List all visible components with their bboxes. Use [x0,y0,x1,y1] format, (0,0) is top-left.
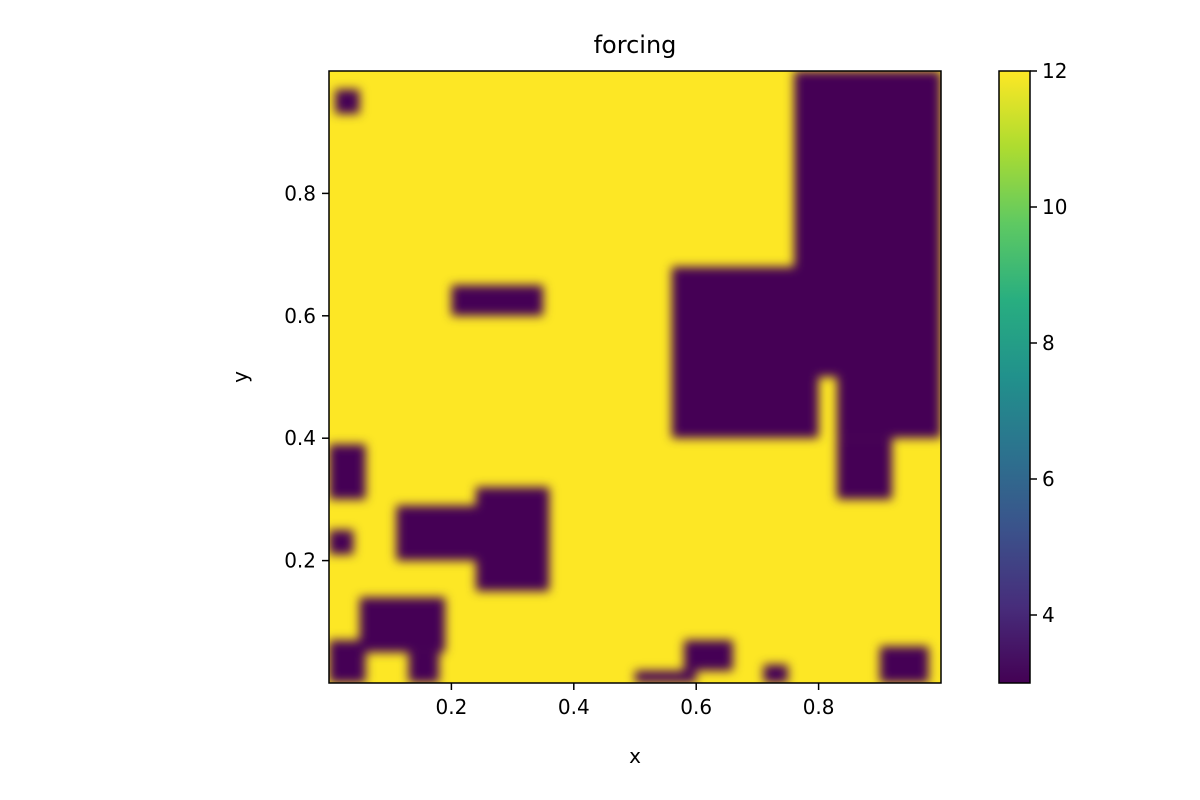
heatmap-cell-low [794,71,941,377]
heatmap-cell-low [329,530,354,555]
heatmap-area [329,71,941,683]
heatmap-cell-low [359,597,446,653]
heatmap-cell-low [329,640,366,683]
heatmap-cell-low [836,438,893,500]
chart-title: forcing [594,31,677,59]
heatmap-cell-low [335,89,360,114]
colorbar-tick-label: 10 [1042,195,1067,219]
x-tick-label: 0.4 [558,695,590,719]
colorbar-gradient [999,71,1030,683]
heatmap-cell-low [329,444,366,500]
x-axis-label: x [629,744,641,768]
y-axis: 0.2 0.4 0.6 0.8 [284,181,329,573]
y-axis-label: y [228,371,252,383]
plot-frame [328,70,942,684]
heatmap-cell-low [879,646,929,683]
y-tick-label: 0.2 [284,549,316,573]
heatmap-cells [329,71,941,683]
heatmap-cell-low [635,670,697,683]
heatmap-cell-low [763,664,788,683]
heatmap-cell-low [408,652,440,683]
heatmap-cell-low [683,640,733,671]
x-tick-label: 0.8 [803,695,835,719]
colorbar-tick-label: 6 [1042,467,1055,491]
colorbar-ticks: 4 6 8 10 12 [1030,59,1067,627]
colorbar-tick-label: 8 [1042,331,1055,355]
colorbar: 4 6 8 10 12 [998,59,1067,684]
y-tick-label: 0.6 [284,304,316,328]
x-axis: 0.2 0.4 0.6 0.8 [435,683,835,719]
heatmap-cell-low [451,285,544,316]
colorbar-frame [998,70,1031,684]
heatmap-cell-low [836,377,941,439]
colorbar-tick-label: 12 [1042,59,1067,83]
x-tick-label: 0.2 [435,695,467,719]
colorbar-tick-label: 4 [1042,603,1055,627]
y-tick-label: 0.4 [284,426,316,450]
x-tick-label: 0.6 [680,695,712,719]
heatmap-cell-low [475,487,550,592]
y-tick-label: 0.8 [284,181,316,205]
